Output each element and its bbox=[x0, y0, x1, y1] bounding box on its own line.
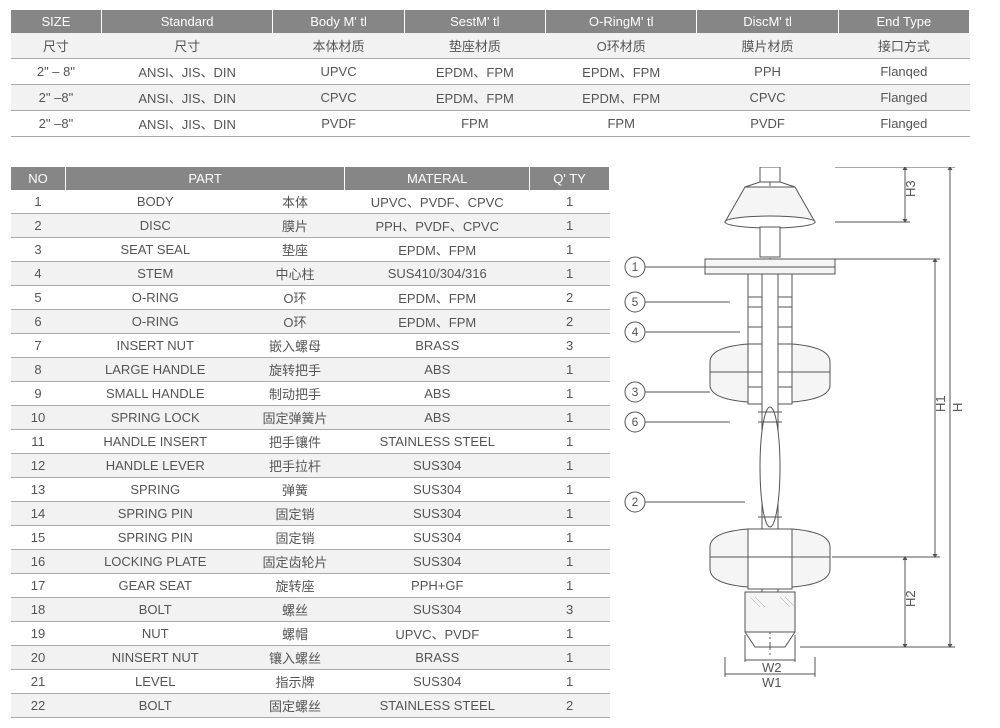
table-row: 11HANDLE INSERT把手镶件STAINLESS STEEL1 bbox=[11, 430, 610, 454]
callout-number: 3 bbox=[632, 385, 639, 399]
callout-number: 4 bbox=[632, 325, 639, 339]
table-row: 20NINSERT NUT镶入螺丝BRASS1 bbox=[11, 646, 610, 670]
dim-h1: H1 bbox=[933, 395, 948, 412]
table-row: 16LOCKING PLATE固定齿轮片SUS3041 bbox=[11, 550, 610, 574]
table-row: 3SEAT SEAL垫座EPDM、FPM1 bbox=[11, 238, 610, 262]
table-row: 14SPRING PIN固定销SUS3041 bbox=[11, 502, 610, 526]
table-row: 17GEAR SEAT旋转座PPH+GF1 bbox=[11, 574, 610, 598]
table-row: 2" –8"ANSI、JIS、DINCPVCEPDM、FPMEPDM、FPMCP… bbox=[11, 85, 970, 111]
table-row: 9SMALL HANDLE制动把手ABS1 bbox=[11, 382, 610, 406]
callout-number: 5 bbox=[632, 295, 639, 309]
table-row: 7INSERT NUT嵌入螺母BRASS3 bbox=[11, 334, 610, 358]
table-row: 19NUT螺帽UPVC、PVDF1 bbox=[11, 622, 610, 646]
col-qty: Q' TY bbox=[530, 167, 610, 190]
dim-w1: W1 bbox=[762, 675, 782, 687]
table-row: 5O-RINGO环EPDM、FPM2 bbox=[11, 286, 610, 310]
valve-cross-section-diagram: H3 H1 H H2 W2 W1 1 5 4 3 6 2 bbox=[610, 167, 990, 687]
t1-header: SIZE bbox=[11, 10, 102, 33]
callout-number: 2 bbox=[632, 495, 639, 509]
specifications-table: SIZEStandardBody M' tlSestM' tlO-RingM' … bbox=[10, 10, 970, 137]
table-row: 12HANDLE LEVER把手拉杆SUS3041 bbox=[11, 454, 610, 478]
table-row: 6O-RINGO环EPDM、FPM2 bbox=[11, 310, 610, 334]
dim-h3: H3 bbox=[903, 180, 918, 197]
t1-header: End Type bbox=[838, 10, 969, 33]
table-row: 10SPRING LOCK固定弹簧片ABS1 bbox=[11, 406, 610, 430]
table-row: 21LEVEL指示牌SUS3041 bbox=[11, 670, 610, 694]
t1-header: SestM' tl bbox=[404, 10, 545, 33]
table-row: 22BOLT固定螺丝STAINLESS STEEL2 bbox=[11, 694, 610, 718]
table-row: 1BODY本体UPVC、PVDF、CPVC1 bbox=[11, 190, 610, 214]
parts-table: NO PART MATERAL Q' TY 1BODY本体UPVC、PVDF、C… bbox=[10, 167, 610, 718]
dim-h2: H2 bbox=[903, 590, 918, 607]
dim-h: H bbox=[950, 403, 965, 412]
col-material: MATERAL bbox=[345, 167, 530, 190]
table-row: 8LARGE HANDLE旋转把手ABS1 bbox=[11, 358, 610, 382]
table-row: 13SPRING弹簧SUS3041 bbox=[11, 478, 610, 502]
table-row: 15SPRING PIN固定销SUS3041 bbox=[11, 526, 610, 550]
t1-header: Standard bbox=[101, 10, 273, 33]
t1-header: DiscM' tl bbox=[697, 10, 838, 33]
t1-header: O-RingM' tl bbox=[545, 10, 696, 33]
table-row: 4STEM中心柱SUS410/304/3161 bbox=[11, 262, 610, 286]
table-row: 2" –8"ANSI、JIS、DINPVDFFPMFPMPVDFFlanged bbox=[11, 111, 970, 137]
callout-number: 6 bbox=[632, 415, 639, 429]
dim-w2: W2 bbox=[762, 660, 782, 675]
table-row: 2" – 8"ANSI、JIS、DINUPVCEPDM、FPMEPDM、FPMP… bbox=[11, 59, 970, 85]
col-no: NO bbox=[11, 167, 66, 190]
t1-header: Body M' tl bbox=[273, 10, 404, 33]
table-row: 18BOLT螺丝SUS3043 bbox=[11, 598, 610, 622]
table-row: 2DISC膜片PPH、PVDF、CPVC1 bbox=[11, 214, 610, 238]
col-part: PART bbox=[65, 167, 344, 190]
callout-number: 1 bbox=[632, 260, 639, 274]
